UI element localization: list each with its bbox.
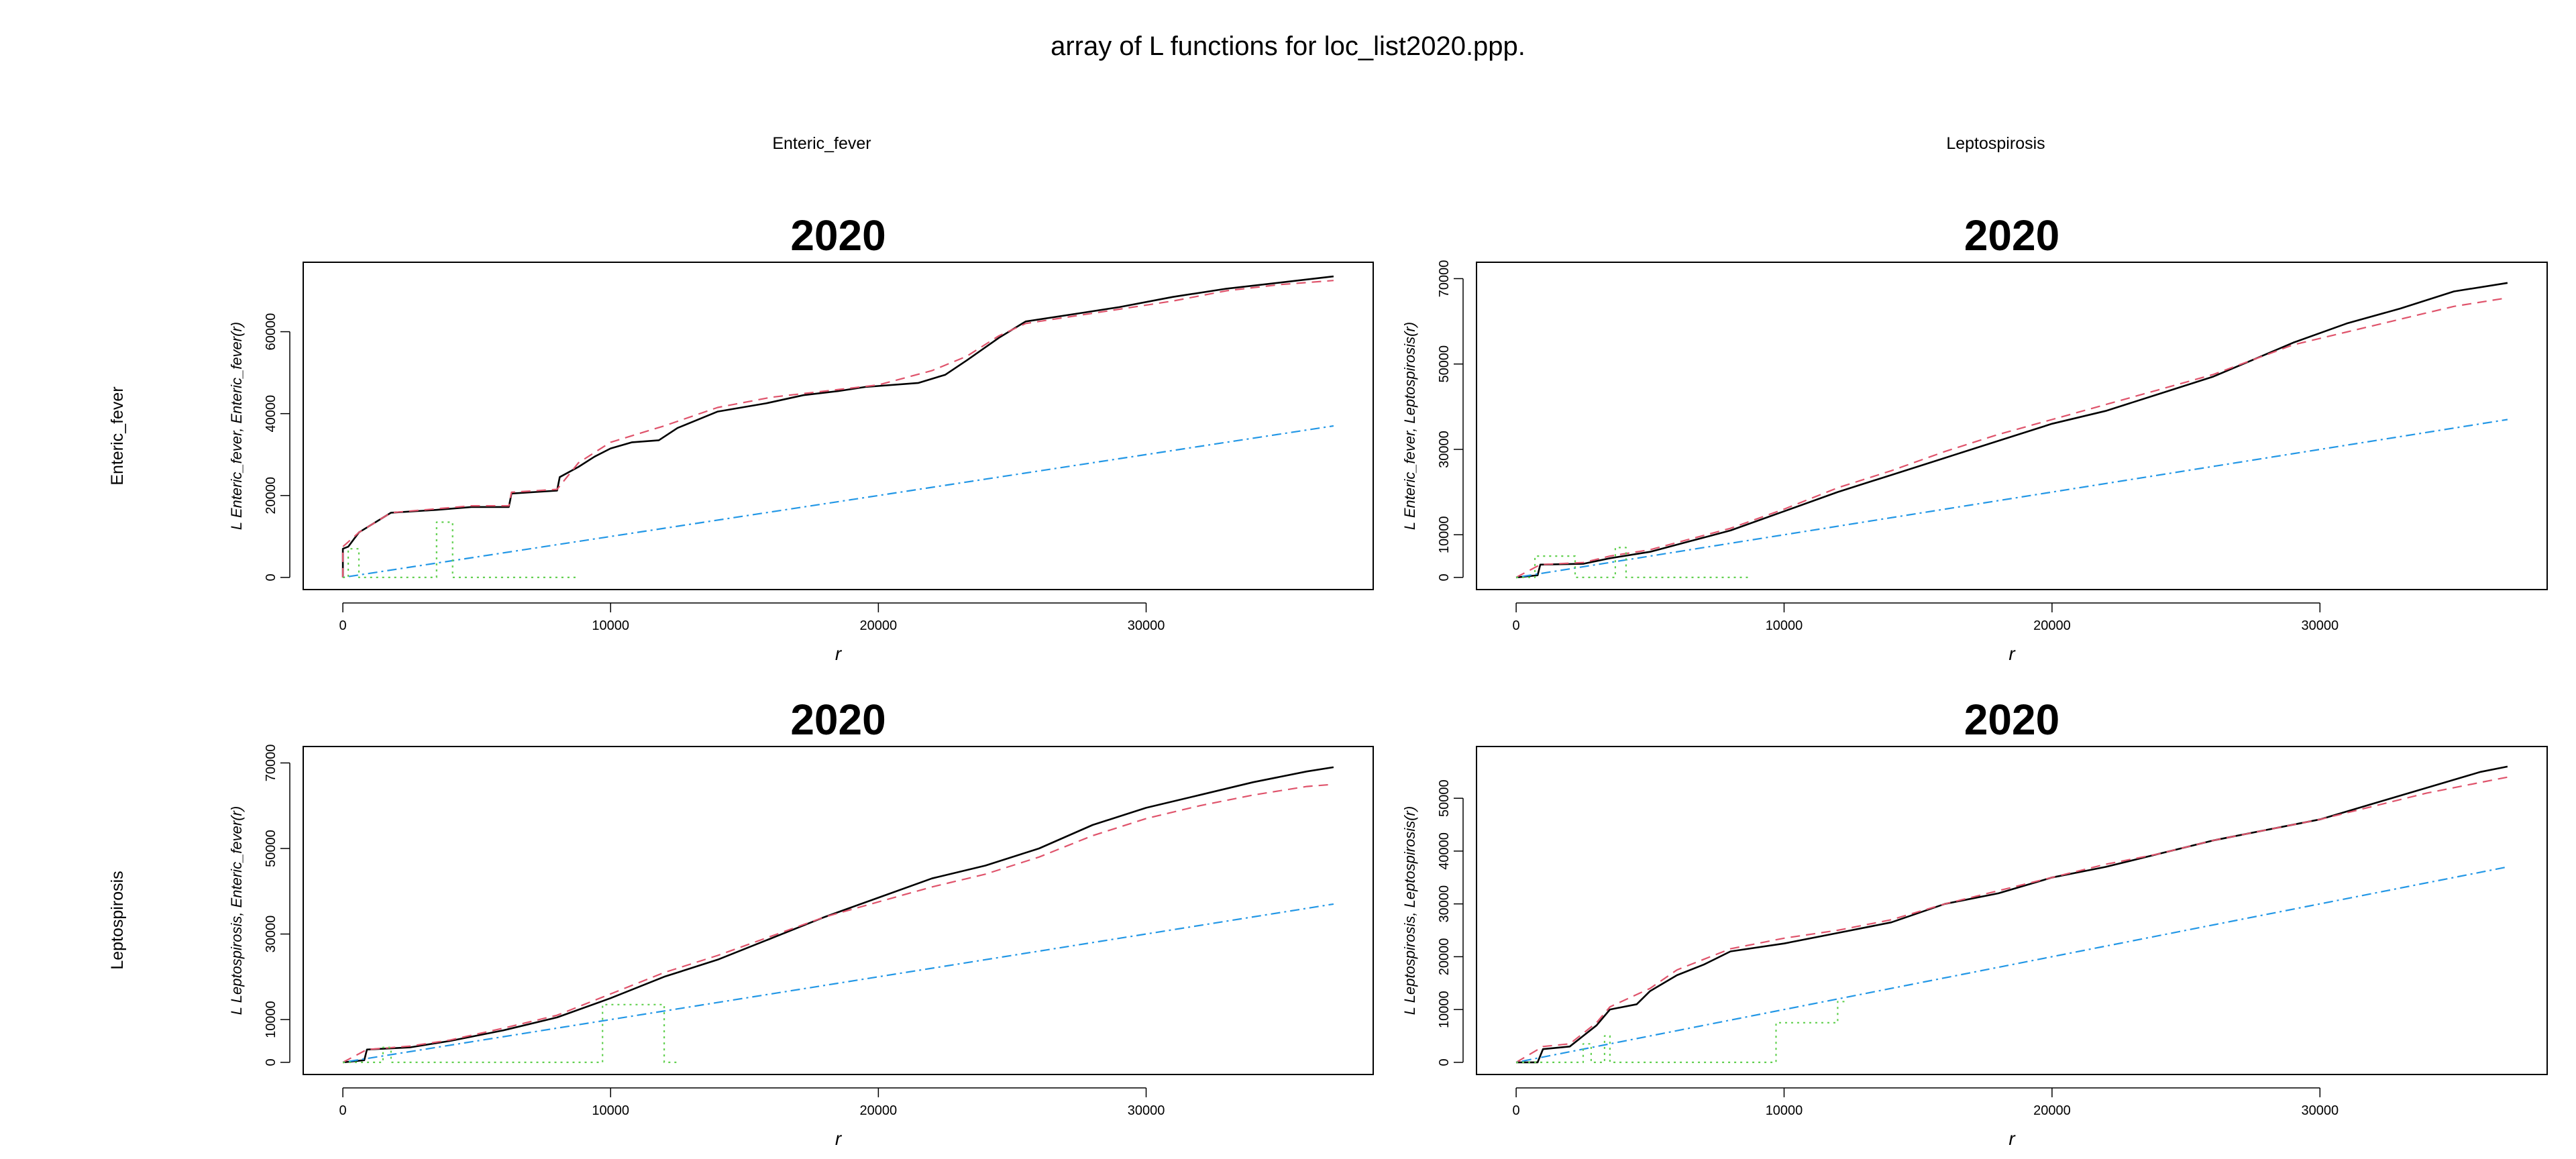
y-tick-label: 50000: [1437, 779, 1452, 817]
column-label-enteric-fever: Enteric_fever: [772, 134, 871, 153]
y-tick-label: 30000: [1437, 885, 1452, 923]
series-border-line: [1516, 1001, 1846, 1063]
y-tick-label: 30000: [1437, 431, 1452, 468]
y-tick-label: 70000: [264, 744, 278, 782]
x-axis-label: r: [835, 1128, 843, 1149]
panel-title: 2020: [1964, 211, 2059, 260]
y-tick-label: 10000: [264, 1001, 278, 1038]
y-axis-label: L Enteric_fever, Leptospirosis(r): [1401, 322, 1418, 530]
y-tick-label: 20000: [264, 477, 278, 514]
y-tick-label: 50000: [1437, 345, 1452, 383]
x-tick-label: 10000: [1766, 1103, 1803, 1118]
series-trans-line: [1515, 776, 2508, 1063]
y-tick-label: 30000: [264, 916, 278, 953]
y-tick-label: 0: [264, 1058, 278, 1066]
y-tick-label: 0: [1437, 573, 1452, 581]
panel-title: 2020: [1964, 696, 2059, 744]
y-axis-label: L Leptospirosis, Leptospirosis(r): [1401, 806, 1418, 1015]
row-label-enteric-fever: Enteric_fever: [108, 386, 127, 485]
column-label-leptospirosis: Leptospirosis: [1946, 134, 2045, 153]
x-tick-label: 20000: [2033, 1103, 2071, 1118]
x-tick-label: 10000: [1766, 618, 1803, 633]
series-obs-line: [1515, 282, 2508, 579]
panel-enteric-fever-enteric-fever: 2020 0 10000 20000 30000 r 0 20000 40000 60000 L E…: [228, 211, 1374, 664]
plot-frame: [1476, 262, 2548, 590]
series-border-line: [343, 521, 579, 578]
plot-frame: [1476, 746, 2548, 1075]
x-tick-label: 30000: [1128, 618, 1165, 633]
y-tick-label: 70000: [1437, 260, 1452, 298]
y-tick-label: 0: [1437, 1058, 1452, 1066]
x-tick-label: 30000: [2301, 1103, 2339, 1118]
x-tick-label: 10000: [592, 618, 629, 633]
x-tick-label: 0: [339, 1103, 347, 1118]
series-obs-line: [1516, 765, 2508, 1064]
series-theo-line: [342, 425, 1334, 578]
y-tick-label: 10000: [1437, 991, 1452, 1028]
panel-leptospirosis-leptospirosis: 2020 0 10000 20000 30000 r 0 10000 20000 30000 400…: [1401, 696, 2548, 1149]
x-axis-label: r: [2008, 643, 2016, 664]
panel-title: 2020: [790, 696, 885, 744]
series-trans-line: [1515, 297, 2508, 578]
series-obs-line: [341, 275, 1334, 577]
x-tick-label: 30000: [2301, 618, 2339, 633]
x-tick-label: 20000: [860, 618, 898, 633]
plot-frame: [303, 262, 1374, 590]
y-tick-label: 40000: [264, 395, 278, 433]
x-tick-label: 10000: [592, 1103, 629, 1118]
y-axis-label: L Enteric_fever, Enteric_fever(r): [228, 322, 245, 530]
series-theo-line: [1515, 419, 2508, 578]
x-tick-label: 30000: [1128, 1103, 1165, 1118]
y-tick-label: 40000: [1437, 832, 1452, 870]
series-obs-line: [342, 766, 1334, 1064]
y-tick-label: 60000: [264, 313, 278, 351]
y-tick-label: 50000: [264, 830, 278, 867]
figure-title: array of L functions for loc_list2020.pp…: [1051, 32, 1525, 61]
x-tick-label: 0: [1513, 618, 1520, 633]
x-tick-label: 20000: [2033, 618, 2071, 633]
x-tick-label: 0: [1513, 1103, 1520, 1118]
x-axis-label: r: [835, 643, 843, 664]
y-tick-label: 20000: [1437, 938, 1452, 976]
plot-frame: [303, 746, 1374, 1075]
series-theo-line: [1515, 866, 2508, 1063]
series-border-line: [1516, 547, 1750, 578]
y-axis-label: L Leptospirosis, Enteric_fever(r): [228, 806, 245, 1015]
x-axis-label: r: [2008, 1128, 2016, 1149]
x-tick-label: 0: [339, 618, 347, 633]
panel-enteric-fever-leptospirosis: 2020 0 10000 20000 30000 r 0 10000 30000 50000 700…: [1401, 211, 2548, 664]
panel-leptospirosis-enteric-fever: 2020 0 10000 20000 30000 r 0 10000 30000 50000 700…: [228, 696, 1374, 1149]
y-tick-label: 10000: [1437, 516, 1452, 553]
series-trans-line: [342, 783, 1334, 1063]
y-tick-label: 0: [264, 573, 278, 581]
series-theo-line: [342, 903, 1334, 1063]
row-label-leptospirosis: Leptospirosis: [108, 871, 127, 969]
panel-title: 2020: [790, 211, 885, 260]
series-trans-line: [342, 280, 1334, 577]
x-tick-label: 20000: [860, 1103, 898, 1118]
